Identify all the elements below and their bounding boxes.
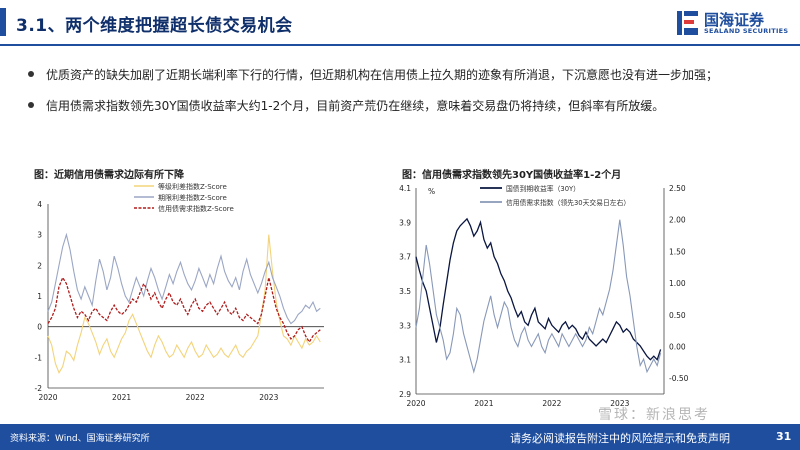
y-tick-label: -1 — [35, 353, 43, 362]
logo-en-text: SEALAND SECURITIES — [704, 27, 789, 35]
y-right-tick-label: 2.00 — [669, 216, 686, 225]
logo-cn-text: 国海证券 — [704, 11, 765, 29]
y-left-tick-label: 2.9 — [399, 390, 411, 399]
x-tick-label: 2021 — [112, 393, 131, 402]
x-tick-label: 2023 — [259, 393, 278, 402]
chart-left-title: 图：近期信用债需求边际有所下降 — [34, 170, 184, 181]
x-tick-label: 2022 — [542, 399, 561, 408]
bullet-list: 优质资产的缺失加剧了近期长端利率下行的行情，但近期机构在信用债上拉久期的迹象有所… — [28, 66, 788, 128]
chart-right-title: 图：信用债需求指数领先30Y国债收益率1-2个月 — [402, 170, 622, 181]
series-line-3 — [47, 276, 321, 344]
legend-label: 等级利差指数Z-Score — [158, 182, 227, 191]
y-right-tick-label: -0.50 — [669, 374, 689, 383]
y-right-tick-label: 2.50 — [669, 184, 686, 193]
series-line-1 — [415, 217, 662, 361]
bullet-item: 优质资产的缺失加剧了近期长端利率下行的行情，但近期机构在信用债上拉久期的迹象有所… — [28, 66, 788, 83]
y-right-tick-label: 1.00 — [669, 279, 686, 288]
page-title: 3.1、两个维度把握超长债交易机会 — [16, 16, 293, 36]
x-tick-label: 2021 — [474, 399, 493, 408]
legend-label: 期限利差指数Z-Score — [158, 193, 227, 202]
watermark-text: 雪球：新浪思考 — [598, 407, 710, 423]
y-tick-label: 1 — [37, 292, 42, 301]
x-tick-label: 2023 — [610, 399, 629, 408]
footer-bar — [0, 424, 800, 450]
y-left-tick-label: 3.5 — [399, 287, 411, 296]
bullet-item: 信用债需求指数领先30Y国债收益率大约1-2个月，目前资产荒仍在继续，意味着交易… — [28, 97, 788, 114]
x-tick-label: 2020 — [406, 399, 425, 408]
y-left-tick-label: 3.1 — [399, 356, 411, 365]
y-tick-label: 4 — [37, 200, 42, 209]
x-tick-label: 2022 — [186, 393, 205, 402]
company-logo: 国海证券 SEALAND SECURITIES — [676, 9, 796, 39]
y-tick-label: 2 — [37, 261, 42, 270]
chart-right: % 2.9 3.1 3.3 3.5 3.7 3.9 4.1 -0.50 0.00 0.50 1.00 1… — [399, 184, 689, 408]
y-left-tick-label: 3.7 — [399, 253, 411, 262]
series-line-1 — [47, 234, 321, 374]
header-divider — [0, 44, 800, 46]
y-right-tick-label: 0.50 — [669, 311, 686, 320]
series-line-2 — [47, 232, 321, 325]
y-tick-label: 0 — [37, 323, 42, 332]
legend-label: 信用债需求指数（领先30天交易日左右） — [506, 198, 630, 207]
chart-left: -2 -1 0 1 2 3 4 2020 2021 2022 2023 等级利差指数Z-Score 期限… — [35, 182, 324, 402]
sealand-logo-icon — [677, 11, 698, 35]
x-tick-label: 2020 — [38, 393, 57, 402]
y-right-tick-label: 0.00 — [669, 342, 686, 351]
page-number: 31 — [776, 430, 792, 443]
y-left-tick-label: 4.1 — [399, 184, 411, 193]
y-left-tick-label: 3.3 — [399, 321, 411, 330]
legend-label: 信用债需求指数Z-Score — [158, 204, 234, 213]
y-tick-label: 3 — [37, 231, 42, 240]
title-bar: 3.1、两个维度把握超长债交易机会 国海证券 SEALAND SECURITIE… — [0, 0, 800, 46]
series-line-2 — [415, 219, 662, 374]
y-right-tick-label: 1.50 — [669, 247, 686, 256]
title-accent-bar — [0, 8, 6, 36]
legend-label: 国债到期收益率（30Y） — [506, 184, 580, 193]
y-left-unit-label: % — [428, 187, 435, 196]
footer-disclaimer: 请务必阅读报告附注中的风险提示和免责声明 — [510, 432, 730, 445]
y-left-tick-label: 3.9 — [399, 218, 411, 227]
y-tick-label: -2 — [35, 384, 43, 393]
footer-source: 资料来源：Wind、国海证券研究所 — [10, 434, 150, 444]
